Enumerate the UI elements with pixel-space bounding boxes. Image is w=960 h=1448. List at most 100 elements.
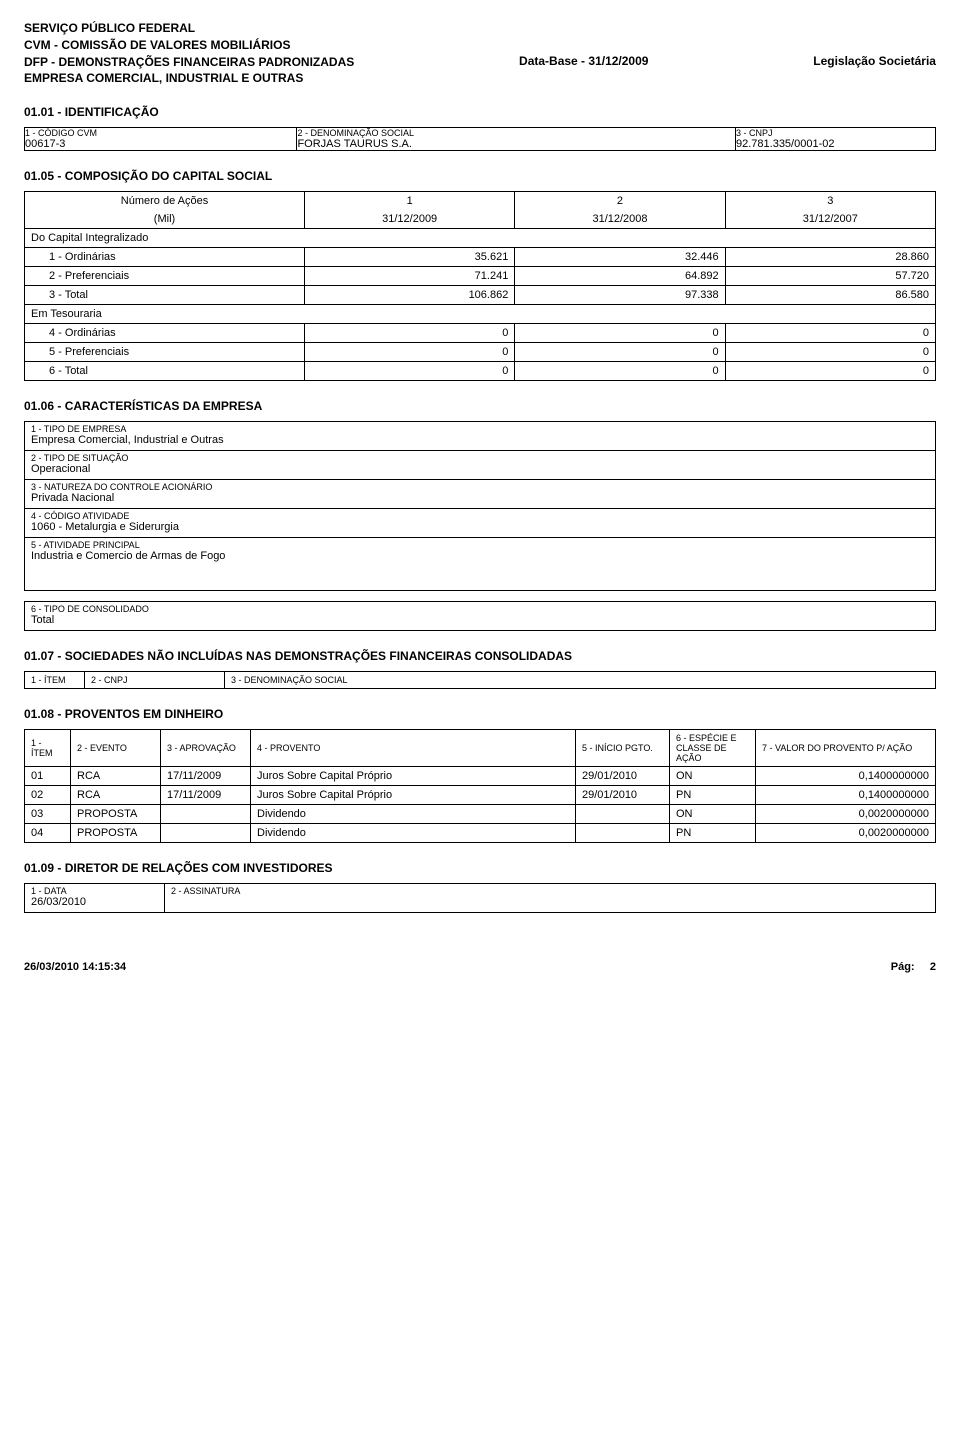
prov-cell: 02 [25,786,71,805]
footer-timestamp: 26/03/2010 14:15:34 [24,961,126,973]
id-codigo-label: 1 - CÓDIGO CVM [25,128,296,138]
comp-cell: 32.446 [515,248,725,267]
prov-col-item: 1 - ÍTEM [25,730,71,767]
comp-cell: 0 [515,343,725,362]
carac-label: 5 - ATIVIDADE PRINCIPAL [25,538,936,551]
prov-cell: RCA [71,786,161,805]
prov-cell: 29/01/2010 [576,786,670,805]
prov-cell: 17/11/2009 [161,767,251,786]
id-codigo-value: 00617-3 [25,138,296,150]
table-sociedades: 1 - ÍTEM 2 - CNPJ 3 - DENOMINAÇÃO SOCIAL [24,671,936,689]
id-cnpj-label: 3 - CNPJ [736,128,935,138]
section-title-composicao: 01.05 - COMPOSIÇÃO DO CAPITAL SOCIAL [24,169,936,183]
carac-value: Operacional [25,463,936,480]
prov-cell: 04 [25,824,71,843]
soc-col-item: 1 - ÍTEM [25,672,85,689]
consolidado-value: Total [25,614,936,631]
table-proventos: 1 - ÍTEM 2 - EVENTO 3 - APROVAÇÃO 4 - PR… [24,729,936,843]
header-database: Data-Base - 31/12/2009 [519,54,648,71]
prov-col-especie: 6 - ESPÉCIE E CLASSE DE AÇÃO [670,730,756,767]
prov-cell [161,824,251,843]
table-row: 6 - Total 0 0 0 [25,362,936,381]
comp-row-label: 5 - Preferenciais [25,343,305,362]
page-footer: 26/03/2010 14:15:34 Pág: 2 [24,961,936,973]
comp-head-date: 31/12/2008 [515,210,725,229]
carac-label: 4 - CÓDIGO ATIVIDADE [25,509,936,522]
prov-cell [161,805,251,824]
carac-label: 1 - TIPO DE EMPRESA [25,422,936,435]
prov-cell: Dividendo [251,805,576,824]
comp-cell: 28.860 [725,248,935,267]
table-row: 04 PROPOSTA Dividendo PN 0,0020000000 [25,824,936,843]
id-denominacao-label: 2 - DENOMINAÇÃO SOCIAL [297,128,735,138]
prov-col-aprovacao: 3 - APROVAÇÃO [161,730,251,767]
prov-col-evento: 2 - EVENTO [71,730,161,767]
id-cnpj-value: 92.781.335/0001-02 [736,138,935,150]
comp-row-label: 6 - Total [25,362,305,381]
comp-cell: 0 [725,362,935,381]
table-row: 01 RCA 17/11/2009 Juros Sobre Capital Pr… [25,767,936,786]
table-composicao: Número de Ações 1 2 3 (Mil) 31/12/2009 3… [24,191,936,381]
comp-group-integralizado: Do Capital Integralizado [25,229,936,248]
prov-cell: PN [670,824,756,843]
comp-row-label: 4 - Ordinárias [25,324,305,343]
comp-head-mil: (Mil) [25,210,305,229]
comp-head-colnum: 3 [725,192,935,211]
prov-cell: 0,0020000000 [756,805,936,824]
prov-cell: 0,0020000000 [756,824,936,843]
comp-cell: 0 [515,362,725,381]
comp-head-acao: Número de Ações [25,192,305,211]
comp-cell: 0 [515,324,725,343]
prov-cell [576,824,670,843]
id-denominacao-value: FORJAS TAURUS S.A. [297,138,735,150]
prov-cell: 0,1400000000 [756,767,936,786]
footer-page-label: Pág: [891,961,915,973]
carac-value: 1060 - Metalurgia e Siderurgia [25,521,936,538]
prov-col-provento: 4 - PROVENTO [251,730,576,767]
prov-cell: Dividendo [251,824,576,843]
comp-cell: 86.580 [725,286,935,305]
table-row: 4 - Ordinárias 0 0 0 [25,324,936,343]
comp-group-tesouraria: Em Tesouraria [25,305,936,324]
prov-cell: Juros Sobre Capital Próprio [251,767,576,786]
comp-row-label: 2 - Preferenciais [25,267,305,286]
diretor-data-label: 1 - DATA [25,884,164,896]
prov-col-inicio: 5 - INÍCIO PGTO. [576,730,670,767]
section-title-proventos: 01.08 - PROVENTOS EM DINHEIRO [24,707,936,721]
carac-value: Privada Nacional [25,492,936,509]
comp-head-date: 31/12/2007 [725,210,935,229]
comp-cell: 106.862 [305,286,515,305]
comp-cell: 97.338 [515,286,725,305]
table-row: 3 - Total 106.862 97.338 86.580 [25,286,936,305]
table-row: 03 PROPOSTA Dividendo ON 0,0020000000 [25,805,936,824]
prov-cell: 29/01/2010 [576,767,670,786]
prov-cell: RCA [71,767,161,786]
document-header: SERVIÇO PÚBLICO FEDERAL CVM - COMISSÃO D… [24,20,936,87]
prov-cell: 0,1400000000 [756,786,936,805]
prov-cell: PROPOSTA [71,805,161,824]
comp-cell: 0 [305,343,515,362]
prov-cell: 01 [25,767,71,786]
box-caracteristicas: 1 - TIPO DE EMPRESA Empresa Comercial, I… [24,421,936,591]
table-identificacao: 1 - CÓDIGO CVM 00617-3 2 - DENOMINAÇÃO S… [24,127,936,151]
comp-row-label: 1 - Ordinárias [25,248,305,267]
section-title-sociedades: 01.07 - SOCIEDADES NÃO INCLUÍDAS NAS DEM… [24,649,936,663]
carac-value: Industria e Comercio de Armas de Fogo [25,550,936,591]
comp-head-colnum: 1 [305,192,515,211]
diretor-data-value: 26/03/2010 [25,896,164,912]
prov-cell: PROPOSTA [71,824,161,843]
soc-col-cnpj: 2 - CNPJ [85,672,225,689]
prov-cell: Juros Sobre Capital Próprio [251,786,576,805]
section-title-diretor: 01.09 - DIRETOR DE RELAÇÕES COM INVESTID… [24,861,936,875]
carac-label: 2 - TIPO DE SITUAÇÃO [25,451,936,464]
comp-cell: 0 [305,362,515,381]
section-title-caracteristicas: 01.06 - CARACTERÍSTICAS DA EMPRESA [24,399,936,413]
carac-label: 3 - NATUREZA DO CONTROLE ACIONÁRIO [25,480,936,493]
consolidado-label: 6 - TIPO DE CONSOLIDADO [25,602,936,615]
table-row: 2 - Preferenciais 71.241 64.892 57.720 [25,267,936,286]
prov-col-valor: 7 - VALOR DO PROVENTO P/ AÇÃO [756,730,936,767]
comp-cell: 71.241 [305,267,515,286]
prov-cell: ON [670,767,756,786]
carac-value: Empresa Comercial, Industrial e Outras [25,434,936,451]
comp-cell: 0 [725,343,935,362]
